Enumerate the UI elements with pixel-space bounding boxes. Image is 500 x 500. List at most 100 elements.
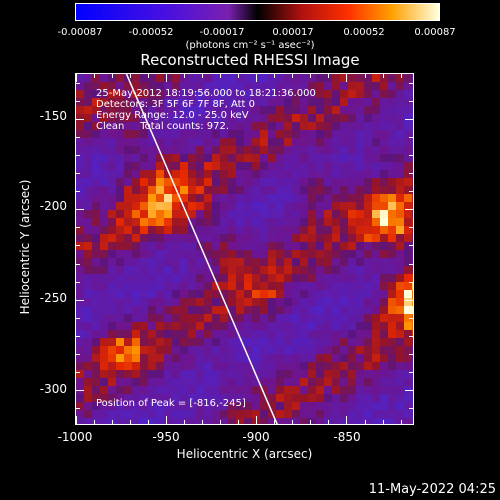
heatmap-cell bbox=[252, 330, 260, 338]
heatmap-cell bbox=[116, 370, 124, 378]
heatmap-cell bbox=[380, 290, 388, 298]
heatmap-cell bbox=[100, 354, 108, 362]
heatmap-cell bbox=[324, 410, 332, 418]
heatmap-cell bbox=[372, 386, 380, 394]
axis-tick-mark bbox=[166, 74, 168, 82]
heatmap-cell bbox=[124, 322, 132, 330]
heatmap-cell bbox=[212, 138, 220, 146]
heatmap-cell bbox=[236, 394, 244, 402]
heatmap-cell bbox=[180, 330, 188, 338]
heatmap-cell bbox=[372, 330, 380, 338]
heatmap-cell bbox=[292, 290, 300, 298]
heatmap-cell bbox=[100, 146, 108, 154]
heatmap-cell bbox=[100, 74, 108, 82]
heatmap-cell bbox=[324, 346, 332, 354]
heatmap-cell bbox=[284, 122, 292, 130]
heatmap-cell bbox=[260, 130, 268, 138]
heatmap-cell bbox=[188, 242, 196, 250]
heatmap-cell bbox=[236, 282, 244, 290]
heatmap-cell bbox=[148, 338, 156, 346]
heatmap-cell bbox=[300, 130, 308, 138]
heatmap-cell bbox=[356, 202, 364, 210]
heatmap-cell bbox=[380, 274, 388, 282]
heatmap-cell bbox=[260, 418, 268, 424]
heatmap-cell bbox=[156, 98, 164, 106]
axis-tick-mark bbox=[382, 420, 384, 424]
heatmap-cell bbox=[396, 394, 404, 402]
heatmap-cell bbox=[324, 394, 332, 402]
heatmap-cell bbox=[396, 114, 404, 122]
heatmap-cell bbox=[92, 106, 100, 114]
heatmap-cell bbox=[172, 138, 180, 146]
heatmap-cell bbox=[180, 322, 188, 330]
heatmap-cell bbox=[340, 354, 348, 362]
heatmap-cell bbox=[292, 234, 300, 242]
heatmap-cell bbox=[364, 258, 372, 266]
heatmap-cell bbox=[156, 418, 164, 424]
heatmap-cell bbox=[180, 178, 188, 186]
heatmap-cell bbox=[164, 330, 172, 338]
heatmap-cell bbox=[404, 394, 412, 402]
heatmap-cell bbox=[284, 186, 292, 194]
heatmap-cell bbox=[348, 218, 356, 226]
axis-tick-mark bbox=[76, 281, 80, 283]
axis-tick-mark bbox=[184, 420, 186, 424]
heatmap-cell bbox=[276, 250, 284, 258]
heatmap-cell bbox=[124, 90, 132, 98]
heatmap-cell bbox=[156, 274, 164, 282]
heatmap-cell bbox=[204, 154, 212, 162]
heatmap-cell bbox=[108, 314, 116, 322]
heatmap-cell bbox=[388, 170, 396, 178]
heatmap-cell bbox=[228, 186, 236, 194]
heatmap-cell bbox=[412, 322, 413, 330]
heatmap-cell bbox=[124, 210, 132, 218]
heatmap-cell bbox=[356, 90, 364, 98]
heatmap-cell bbox=[220, 146, 228, 154]
heatmap-cell bbox=[84, 378, 92, 386]
heatmap-cell bbox=[212, 74, 220, 82]
heatmap-cell bbox=[268, 394, 276, 402]
heatmap-cell bbox=[244, 242, 252, 250]
heatmap-cell bbox=[268, 146, 276, 154]
heatmap-cell bbox=[180, 114, 188, 122]
heatmap-cell bbox=[204, 378, 212, 386]
heatmap-cell bbox=[156, 250, 164, 258]
heatmap-cell bbox=[196, 418, 204, 424]
heatmap-cell bbox=[196, 274, 204, 282]
heatmap-cell bbox=[156, 226, 164, 234]
heatmap-cell bbox=[116, 218, 124, 226]
heatmap-cell bbox=[316, 234, 324, 242]
x-tick-label: -850 bbox=[333, 430, 361, 444]
axis-tick-mark bbox=[130, 74, 132, 78]
heatmap-cell bbox=[388, 130, 396, 138]
heatmap-cell bbox=[116, 274, 124, 282]
heatmap-cell bbox=[116, 306, 124, 314]
heatmap-cell bbox=[84, 346, 92, 354]
heatmap-cell bbox=[380, 194, 388, 202]
axis-tick-mark bbox=[76, 173, 80, 175]
heatmap-cell bbox=[132, 362, 140, 370]
heatmap-cell bbox=[252, 290, 260, 298]
heatmap-cell bbox=[268, 250, 276, 258]
heatmap-cell bbox=[228, 322, 236, 330]
heatmap-cell bbox=[188, 210, 196, 218]
heatmap-cell bbox=[116, 402, 124, 410]
x-axis-label: Heliocentric X (arcsec) bbox=[176, 447, 313, 461]
heatmap-cell bbox=[396, 274, 404, 282]
heatmap-cell bbox=[108, 322, 116, 330]
heatmap-cell bbox=[180, 338, 188, 346]
heatmap-cell bbox=[148, 306, 156, 314]
heatmap-cell bbox=[204, 394, 212, 402]
heatmap-cell bbox=[124, 178, 132, 186]
heatmap-cell bbox=[388, 146, 396, 154]
heatmap-cell bbox=[92, 186, 100, 194]
heatmap-cell bbox=[204, 178, 212, 186]
heatmap-cell bbox=[276, 130, 284, 138]
heatmap-cell bbox=[324, 274, 332, 282]
heatmap-cell bbox=[252, 106, 260, 114]
heatmap-cell bbox=[132, 386, 140, 394]
heatmap-cell bbox=[260, 290, 268, 298]
heatmap-cell bbox=[268, 314, 276, 322]
heatmap-cell bbox=[388, 242, 396, 250]
axis-tick-mark bbox=[76, 83, 80, 85]
